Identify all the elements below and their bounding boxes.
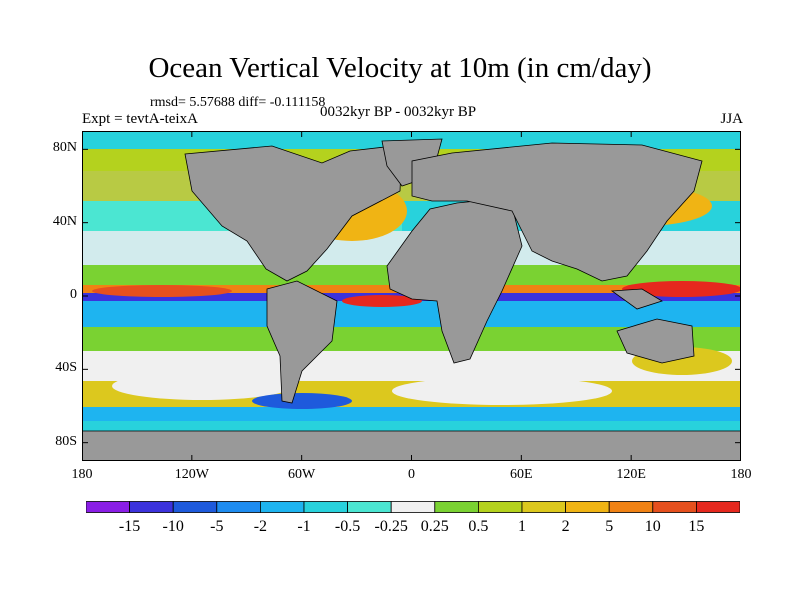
lon-tick-label: 180 [730,467,752,482]
colorbar-swatch [216,501,261,513]
stats-label: rmsd= 5.57688 diff= -0.111158 [150,95,326,110]
colorbar-swatch [347,501,392,513]
colorbar-label: -2 [253,518,268,535]
experiment-label: Expt = tevtA-teixA [82,111,198,127]
colorbar-swatch [477,501,523,513]
colorbar-swatch [696,501,740,513]
lat-tick-label: 0 [70,287,77,302]
colorbar-swatch [652,501,697,513]
lat-tick-label: 40N [52,213,77,229]
colorbar-swatch [172,501,218,513]
lat-tick-label: 80N [52,140,77,156]
colorbar-label: -15 [118,518,141,535]
colorbar-label: 5 [605,518,614,535]
lon-tick-label: 120W [174,467,209,482]
lat-tick-label: 40S [55,360,77,376]
colorbar-swatch [129,501,174,513]
colorbar-swatch [86,501,130,513]
colorbar-label: 1 [518,518,526,535]
period-label: 0032kyr BP - 0032kyr BP [320,104,477,120]
colorbar-swatch [608,501,654,513]
lon-tick-label: 60W [288,467,316,482]
colorbar-swatch [565,501,610,513]
colorbar-label: 2 [561,518,570,535]
colorbar-label: -0.25 [374,518,408,535]
lon-tick-label: 180 [71,467,93,482]
colorbar-label: -5 [210,518,224,535]
lon-tick-label: 120E [616,467,646,482]
lon-tick-label: 60E [510,467,533,482]
colorbar-swatch [434,501,479,513]
chart-title: Ocean Vertical Velocity at 10m (in cm/da… [148,52,652,84]
colorbar-label: -0.5 [334,518,361,535]
lat-tick-label: 80S [55,433,77,449]
colorbar [86,501,740,513]
colorbar-swatch [521,501,566,513]
colorbar-label: -1 [297,518,311,535]
colorbar-swatch [390,501,436,513]
colorbar-label: 10 [644,518,661,535]
colorbar-label: 15 [688,518,705,535]
colorbar-label: -10 [162,518,184,535]
season-label: JJA [720,111,743,127]
colorbar-swatch [259,501,305,513]
colorbar-swatch [303,501,348,513]
velocity-map [82,131,741,461]
lon-tick-label: 0 [408,467,415,482]
colorbar-label: 0.25 [420,518,449,535]
colorbar-label: 0.5 [468,518,489,535]
land-masses [82,138,741,461]
